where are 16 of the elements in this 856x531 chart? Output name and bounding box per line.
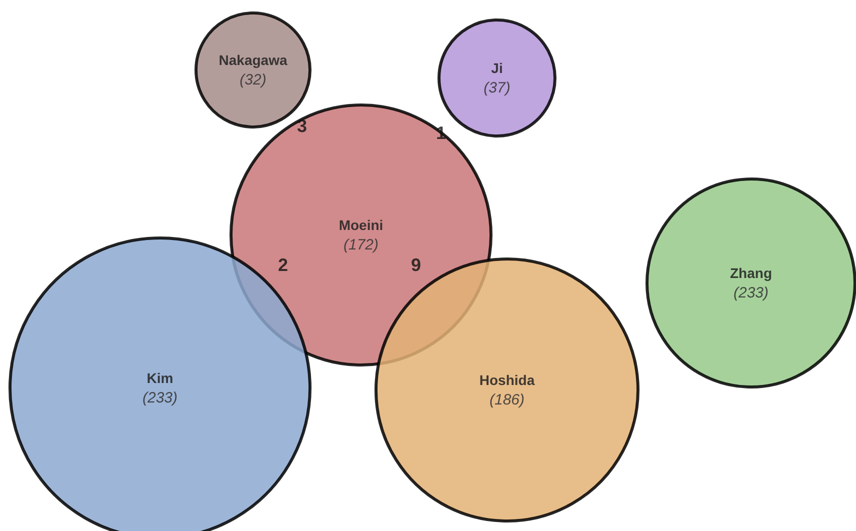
category-label: Moeini [338, 217, 384, 233]
data-label: (32) [240, 72, 266, 88]
category-label: Nakagawa [218, 52, 288, 68]
data-label: (186) [489, 392, 525, 408]
text: 1 [436, 123, 446, 143]
data-label: (37) [484, 80, 510, 96]
category-label: Ji [491, 60, 503, 76]
text: 9 [410, 255, 422, 275]
category-label: Hoshida [479, 372, 535, 388]
category-label: Zhang [730, 265, 772, 281]
data-label: (233) [733, 284, 769, 302]
text: 2 [278, 255, 288, 275]
text: 3 [296, 116, 308, 136]
data-label: (233) [142, 390, 178, 406]
category-label: Kim [146, 370, 174, 386]
data-label: (172) [343, 236, 379, 254]
